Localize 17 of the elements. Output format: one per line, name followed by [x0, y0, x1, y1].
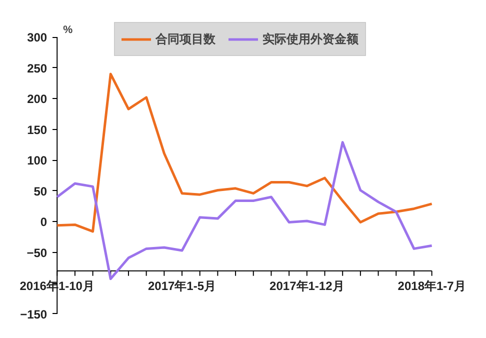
- y-axis-title: %: [63, 24, 74, 36]
- y-tick-label: 250: [27, 61, 48, 76]
- x-tick-label: 2018年1-7月: [398, 278, 466, 293]
- legend-label: 实际使用外资金额: [262, 30, 358, 48]
- y-tick-label: 300: [27, 30, 48, 45]
- line-series: [56, 72, 434, 233]
- y-tick-label: 200: [27, 92, 48, 106]
- x-tick-label: 2017年1-12月: [270, 278, 344, 293]
- y-tick-label: 100: [27, 154, 48, 168]
- y-tick-label: −50: [26, 246, 48, 260]
- y-tick-label: 150: [27, 122, 48, 137]
- y-tick-label: 0: [40, 215, 48, 230]
- y-tick-label: −150: [20, 307, 48, 322]
- x-tick-label: 2017年1-5月: [148, 278, 216, 293]
- line-series: [56, 141, 434, 280]
- legend-label: 合同项目数: [156, 30, 216, 48]
- y-tick-label: 50: [34, 184, 48, 198]
